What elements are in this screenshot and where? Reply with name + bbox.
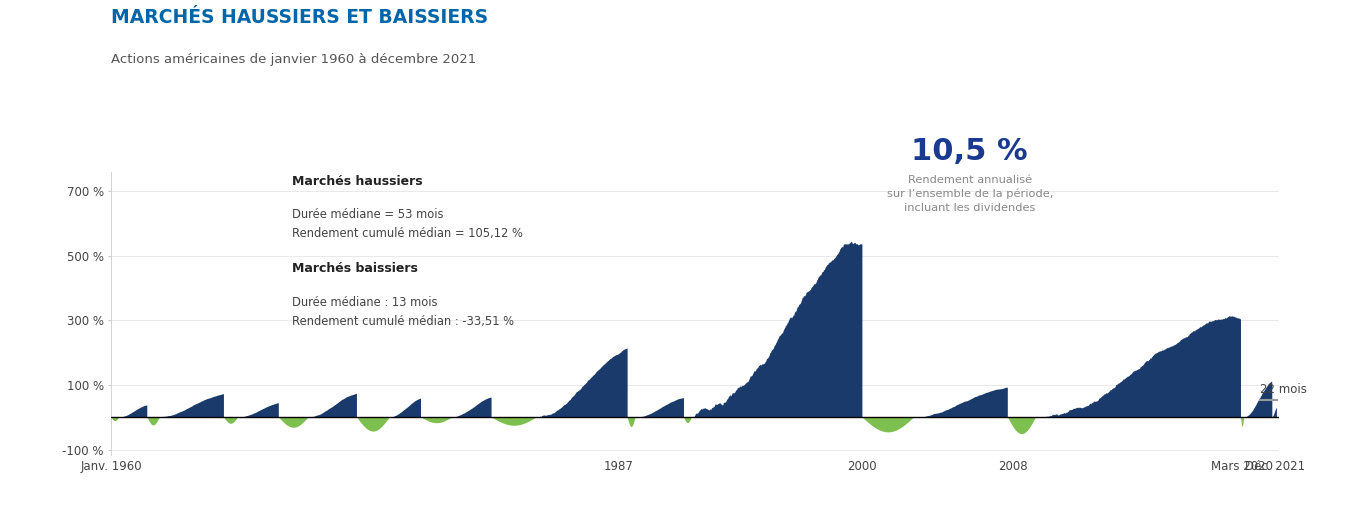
Text: Durée médiane = 53 mois
Rendement cumulé médian = 105,12 %: Durée médiane = 53 mois Rendement cumulé…	[292, 209, 523, 240]
Text: Marchés baissiers: Marchés baissiers	[292, 262, 418, 275]
Text: 22 mois: 22 mois	[1260, 383, 1306, 396]
Text: Marchés haussiers: Marchés haussiers	[292, 175, 422, 187]
Text: Rendement annualisé
sur l’ensemble de la période,
incluant les dividendes: Rendement annualisé sur l’ensemble de la…	[887, 175, 1052, 213]
Text: Actions américaines de janvier 1960 à décembre 2021: Actions américaines de janvier 1960 à dé…	[111, 53, 477, 66]
Text: MARCHÉS HAUSSIERS ET BAISSIERS: MARCHÉS HAUSSIERS ET BAISSIERS	[111, 8, 489, 27]
Text: Durée médiane : 13 mois
Rendement cumulé médian : -33,51 %: Durée médiane : 13 mois Rendement cumulé…	[292, 296, 515, 328]
Text: 10,5 %: 10,5 %	[911, 137, 1028, 166]
